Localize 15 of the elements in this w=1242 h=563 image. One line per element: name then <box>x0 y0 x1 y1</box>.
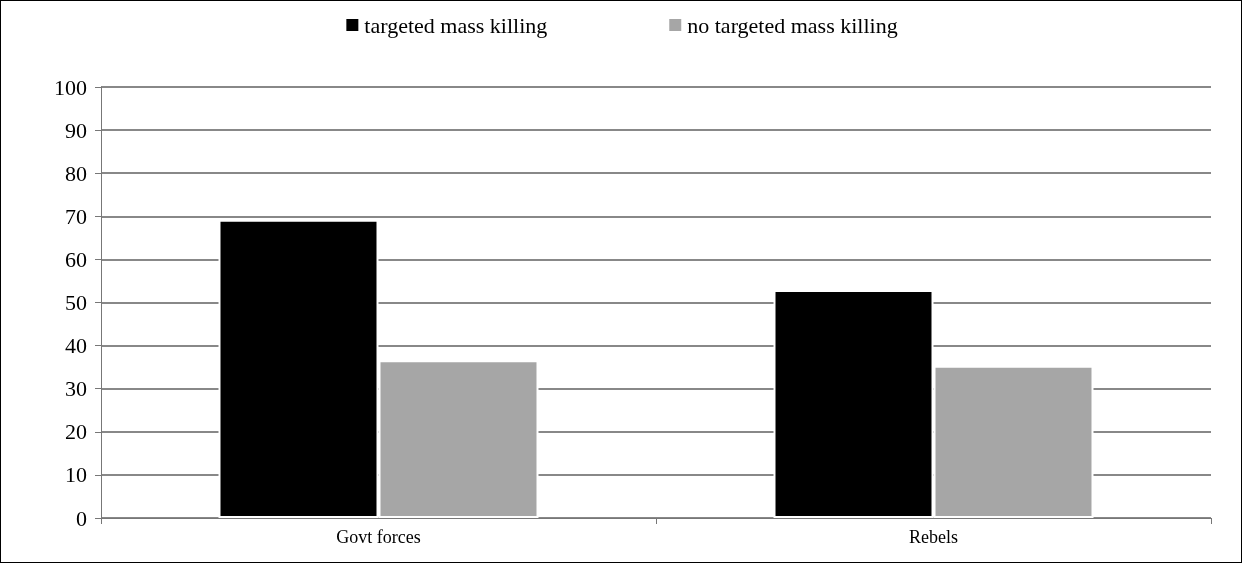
y-tick-label: 90 <box>65 117 87 143</box>
y-tick-label: 30 <box>65 376 87 402</box>
x-tick-label: Rebels <box>909 527 958 547</box>
x-tick-label: Govt forces <box>336 527 421 547</box>
legend-label: targeted mass killing <box>364 12 548 38</box>
y-tick-label: 70 <box>65 203 87 229</box>
y-tick-label: 100 <box>54 74 87 100</box>
legend-label: no targeted mass killing <box>687 12 898 38</box>
y-tick-label: 20 <box>65 419 87 445</box>
y-tick-label: 50 <box>65 290 87 315</box>
y-tick-label: 80 <box>65 160 87 186</box>
y-tick-label: 0 <box>76 505 87 531</box>
y-tick-label: 60 <box>65 246 87 272</box>
y-tick-label: 10 <box>65 462 87 488</box>
y-tick-label: 40 <box>65 333 87 359</box>
